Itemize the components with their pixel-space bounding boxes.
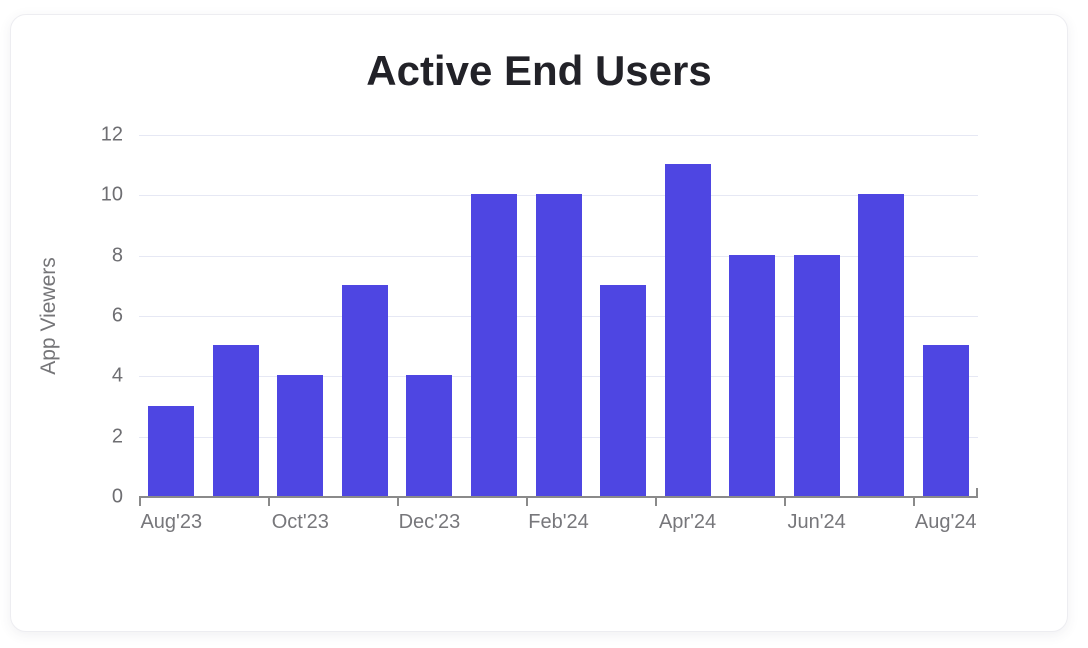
gridline-y-12 <box>139 135 978 136</box>
bar-Oct'23[interactable] <box>277 375 324 496</box>
y-tick-label-6: 6 <box>111 304 123 327</box>
bar-Feb'24[interactable] <box>535 194 582 496</box>
x-tick-label-Aug'24: Aug'24 <box>914 511 977 533</box>
bar-May'24[interactable] <box>729 254 776 496</box>
bar-Jul'24[interactable] <box>858 194 905 496</box>
y-axis-title: App Viewers <box>37 257 60 375</box>
x-tick-label-Aug'23: Aug'23 <box>140 511 203 533</box>
bar-Nov'23[interactable] <box>341 284 388 496</box>
bar-Sep'23[interactable] <box>212 345 259 496</box>
y-tick-label-10: 10 <box>100 183 123 206</box>
x-tick-label-Feb'24: Feb'24 <box>528 511 589 533</box>
bar-Dec'23[interactable] <box>406 375 453 496</box>
x-axis-tick-8 <box>655 497 658 506</box>
chart-title: Active End Users <box>366 47 712 94</box>
x-axis-end-cap <box>976 488 978 497</box>
y-tick-label-8: 8 <box>111 244 123 267</box>
bar-Aug'23[interactable] <box>148 405 195 496</box>
y-tick-label-2: 2 <box>111 425 123 448</box>
chart-card: Active End Users App Viewers 0 2 4 6 8 10 12 Au… <box>10 14 1068 632</box>
y-tick-label-4: 4 <box>111 364 123 387</box>
x-axis-tick-4 <box>397 497 400 506</box>
x-tick-label-Oct'23: Oct'23 <box>271 511 329 533</box>
x-axis-tick-0 <box>139 497 141 506</box>
y-tick-label-12: 12 <box>100 123 123 146</box>
bar-Mar'24[interactable] <box>600 284 647 496</box>
x-tick-label-Jun'24: Jun'24 <box>787 511 846 533</box>
bar-Jun'24[interactable] <box>793 254 840 496</box>
y-tick-label-0: 0 <box>111 485 123 508</box>
chart-plot-area: 0 2 4 6 8 10 12 Aug'23 Oct'23 Dec'23 Feb'24 Apr'24 J… <box>101 124 978 533</box>
x-axis-tick-12 <box>913 497 916 506</box>
x-axis-line <box>139 496 978 498</box>
bar-Jan'24[interactable] <box>470 194 517 496</box>
x-axis-tick-10 <box>784 497 787 506</box>
bar-Aug'24[interactable] <box>922 345 969 496</box>
bar-Apr'24[interactable] <box>664 164 711 496</box>
x-axis-tick-6 <box>526 497 529 506</box>
x-tick-label-Apr'24: Apr'24 <box>658 511 717 533</box>
x-tick-label-Dec'23: Dec'23 <box>398 511 461 533</box>
x-axis-tick-2 <box>268 497 271 506</box>
